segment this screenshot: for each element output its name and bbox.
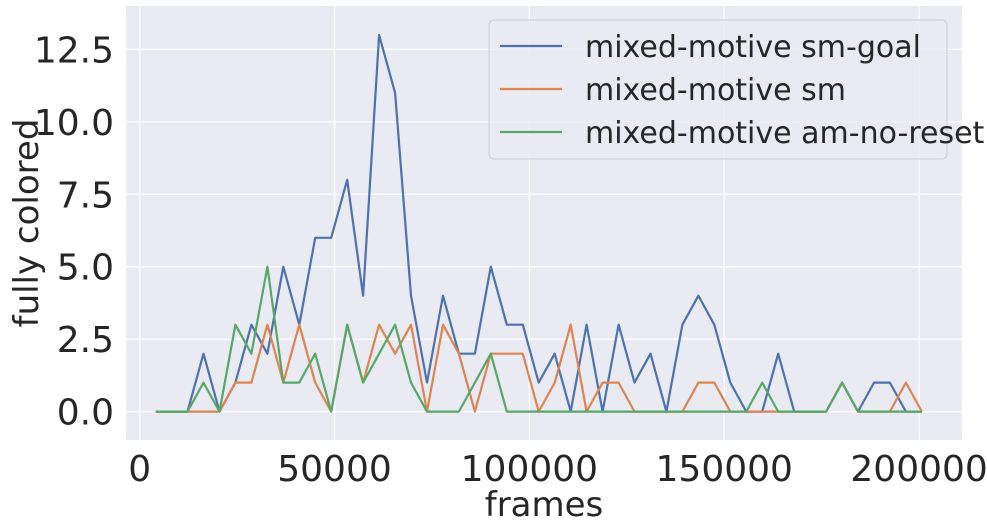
y-axis-label: fully colored [7,119,47,328]
legend: mixed-motive sm-goal mixed-motive sm mixed… [488,19,985,160]
y-tick-label: 0.0 [57,393,114,434]
x-tick-label: 100000 [461,449,598,490]
x-axis-label: frames [485,485,604,525]
y-tick-label: 10.0 [34,103,114,144]
y-tick-label: 5.0 [57,248,114,289]
legend-label: mixed-motive sm [585,73,846,108]
legend-box [488,19,948,160]
series-line [155,265,922,413]
y-tick-label: 2.5 [57,320,114,361]
y-axis-ticks: 0.0 2.5 5.0 7.5 10.0 12.5 [34,30,114,433]
legend-label: mixed-motive sm-goal [585,30,921,65]
x-tick-label: 0 [128,449,151,490]
y-tick-label: 7.5 [57,175,114,216]
x-tick-label: 200000 [850,449,987,490]
x-tick-label: 50000 [277,449,392,490]
legend-label: mixed-motive am-no-reset [585,116,985,151]
series-lines [155,33,923,413]
x-tick-label: 150000 [656,449,793,490]
x-axis-ticks: 0 50000 100000 150000 200000 [128,449,987,490]
y-tick-label: 12.5 [34,30,114,71]
